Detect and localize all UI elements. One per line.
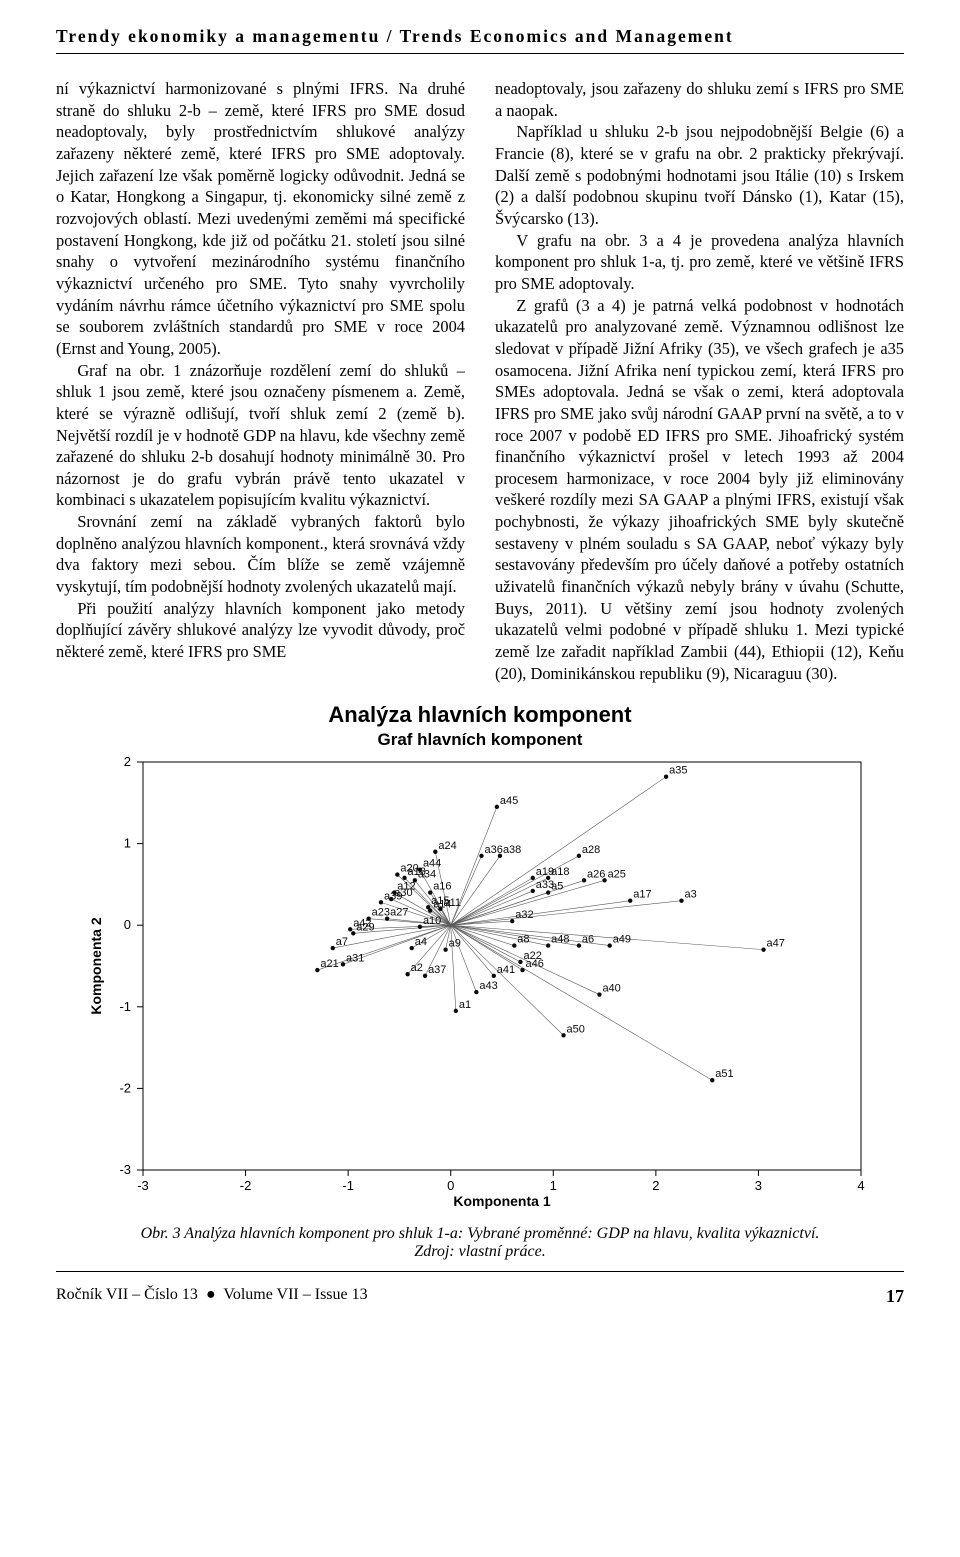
para: Například u shluku 2-b jsou nejpodobnějš… — [495, 121, 904, 229]
svg-text:a42: a42 — [353, 918, 371, 930]
svg-text:2: 2 — [124, 754, 131, 769]
svg-text:0: 0 — [124, 918, 131, 933]
svg-text:a38: a38 — [503, 844, 521, 856]
svg-text:Komponenta 1: Komponenta 1 — [453, 1193, 550, 1209]
svg-text:a50: a50 — [567, 1024, 585, 1036]
svg-text:a37: a37 — [428, 964, 446, 976]
body-columns: ní výkaznictví harmonizované s plnými IF… — [56, 78, 904, 684]
svg-text:4: 4 — [857, 1178, 864, 1193]
svg-text:a40: a40 — [602, 983, 620, 995]
svg-text:1: 1 — [550, 1178, 557, 1193]
svg-text:3: 3 — [755, 1178, 762, 1193]
svg-text:a51: a51 — [715, 1069, 733, 1081]
para: Při použití analýzy hlavních komponent j… — [56, 598, 465, 663]
svg-text:-2: -2 — [119, 1081, 131, 1096]
svg-text:a35: a35 — [669, 765, 687, 777]
svg-text:a8: a8 — [517, 934, 529, 946]
svg-text:a9: a9 — [449, 938, 461, 950]
svg-text:-2: -2 — [240, 1178, 252, 1193]
svg-text:-1: -1 — [342, 1178, 354, 1193]
svg-text:a44: a44 — [423, 858, 441, 870]
svg-text:a31: a31 — [346, 953, 364, 965]
figure-caption: Obr. 3 Analýza hlavních komponent pro sh… — [56, 1225, 904, 1243]
para: neadoptovaly, jsou zařazeny do shluku ze… — [495, 78, 904, 121]
svg-text:a7: a7 — [336, 936, 348, 948]
right-column: neadoptovaly, jsou zařazeny do shluku ze… — [495, 78, 904, 684]
pca-scatter-chart: a1a2a3a4a5a6a7a8a9a10a11a12a13a14a15a16a… — [56, 754, 904, 1219]
svg-text:a41: a41 — [497, 964, 515, 976]
svg-text:a15: a15 — [431, 896, 449, 908]
svg-text:a33: a33 — [536, 879, 554, 891]
svg-text:a48: a48 — [551, 934, 569, 946]
chart-subtitle: Graf hlavních komponent — [56, 730, 904, 750]
footer-left: Ročník VII – Číslo 13 ● Volume VII – Iss… — [56, 1286, 368, 1307]
svg-text:-1: -1 — [119, 999, 131, 1014]
svg-text:a25: a25 — [608, 869, 626, 881]
svg-text:a19: a19 — [536, 866, 554, 878]
running-head: Trendy ekonomiky a managementu / Trends … — [56, 26, 904, 54]
svg-text:a17: a17 — [633, 889, 651, 901]
para: Graf na obr. 1 znázorňuje rozdělení zemí… — [56, 360, 465, 512]
svg-text:a2: a2 — [411, 963, 423, 975]
footer-issue-en: Volume VII – Issue 13 — [223, 1286, 367, 1303]
bullet-icon: ● — [206, 1286, 216, 1304]
para: V grafu na obr. 3 a 4 je provedena analý… — [495, 230, 904, 295]
svg-text:2: 2 — [652, 1178, 659, 1193]
svg-text:a20: a20 — [400, 863, 418, 875]
para: Srovnání zemí na základě vybraných fakto… — [56, 511, 465, 598]
svg-text:a26: a26 — [587, 869, 605, 881]
svg-text:a10: a10 — [423, 915, 441, 927]
left-column: ní výkaznictví harmonizované s plnými IF… — [56, 78, 465, 684]
svg-text:a39: a39 — [384, 891, 402, 903]
svg-text:a21: a21 — [320, 958, 338, 970]
svg-text:a47: a47 — [767, 938, 785, 950]
footer-issue-cz: Ročník VII – Číslo 13 — [56, 1286, 198, 1303]
svg-text:a4: a4 — [415, 936, 427, 948]
svg-text:Komponenta 2: Komponenta 2 — [88, 918, 104, 1015]
svg-text:a46: a46 — [526, 958, 544, 970]
svg-text:a1: a1 — [459, 999, 471, 1011]
svg-text:a27: a27 — [390, 907, 408, 919]
bottom-rule — [56, 1271, 904, 1272]
para: ní výkaznictví harmonizované s plnými IF… — [56, 78, 465, 360]
svg-text:a49: a49 — [613, 934, 631, 946]
svg-text:1: 1 — [124, 836, 131, 851]
chart-title: Analýza hlavních komponent — [56, 702, 904, 728]
svg-text:a16: a16 — [433, 881, 451, 893]
svg-text:a24: a24 — [438, 840, 456, 852]
para: Z grafů (3 a 4) je patrná velká podobnos… — [495, 295, 904, 685]
page-footer: Ročník VII – Číslo 13 ● Volume VII – Iss… — [56, 1286, 904, 1307]
page-number: 17 — [886, 1286, 904, 1307]
svg-text:a3: a3 — [685, 889, 697, 901]
figure-block: Analýza hlavních komponent Graf hlavních… — [56, 702, 904, 1261]
svg-text:a32: a32 — [515, 909, 533, 921]
svg-text:0: 0 — [447, 1178, 454, 1193]
svg-text:a28: a28 — [582, 844, 600, 856]
svg-text:-3: -3 — [119, 1162, 131, 1177]
figure-source: Zdroj: vlastní práce. — [56, 1243, 904, 1261]
svg-text:a6: a6 — [582, 934, 594, 946]
svg-text:a43: a43 — [479, 980, 497, 992]
svg-text:a45: a45 — [500, 795, 518, 807]
svg-text:-3: -3 — [137, 1178, 149, 1193]
